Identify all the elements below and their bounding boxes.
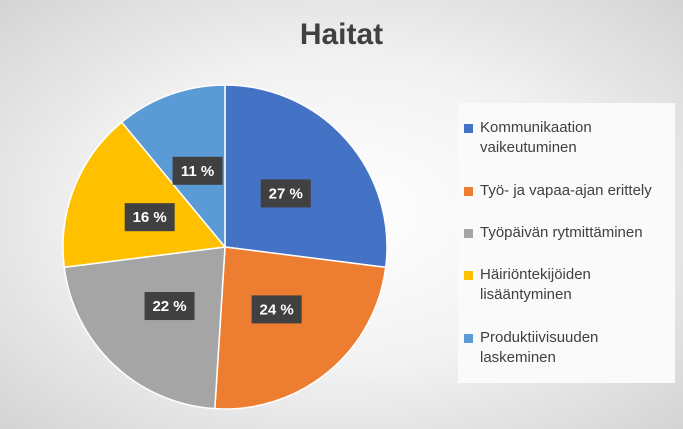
legend-marker [464, 124, 473, 134]
data-label: 24 % [251, 295, 302, 324]
pie-slice [224, 84, 388, 269]
legend-item: Produktiivisuuden laskeminen [458, 328, 675, 368]
data-label-text: 22 % [152, 298, 186, 315]
data-label-box [144, 292, 195, 321]
data-label-text: 16 % [133, 209, 167, 226]
chart-title: Haitat [299, 18, 384, 51]
data-label: 11 % [172, 156, 223, 185]
data-label: 16 % [124, 203, 175, 232]
data-label: 22 % [144, 292, 195, 321]
data-label-text: 24 % [260, 301, 294, 318]
legend-item: Työpäivän rytmittäminen [458, 223, 675, 243]
legend-item: Häiriöntekijöiden lisääntyminen [458, 265, 675, 305]
data-label-box [124, 203, 175, 232]
legend-marker [464, 333, 473, 343]
legend-marker [464, 271, 473, 281]
legend-label: Työ- ja vapaa-ajan erittely [480, 181, 652, 199]
pie-slice [62, 121, 227, 269]
legend-label: Häiriöntekijöiden lisääntyminen [480, 266, 591, 304]
legend-marker [464, 186, 473, 196]
data-label: 27 % [260, 179, 311, 208]
data-label-box [172, 156, 223, 185]
data-label-text: 27 % [269, 185, 303, 202]
legend-label: Produktiivisuuden laskeminen [480, 328, 599, 366]
pie-slice [214, 246, 387, 410]
legend-marker [464, 228, 473, 238]
legend-label: Työpäivän rytmittäminen [480, 223, 643, 241]
legend: Kommunikaation vaikeutuminen Työ- ja vapa… [458, 103, 675, 383]
pie-slice [63, 246, 226, 410]
legend-label: Kommunikaation vaikeutuminen [480, 119, 592, 157]
legend-item: Työ- ja vapaa-ajan erittely [458, 181, 675, 201]
legend-item: Kommunikaation vaikeutuminen [458, 118, 675, 158]
data-label-box [251, 295, 302, 324]
data-label-text: 11 % [181, 163, 214, 180]
data-label-box [260, 179, 311, 208]
